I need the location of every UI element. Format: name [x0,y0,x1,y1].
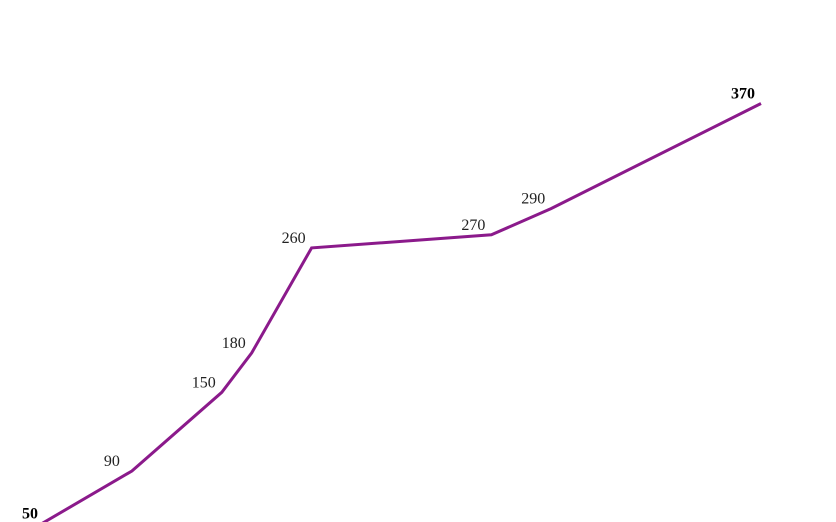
data-label-4: 260 [282,230,306,247]
data-label-0: 50 [22,506,38,522]
data-label-1: 90 [104,453,120,470]
series-line [41,102,762,522]
data-label-6: 290 [521,191,545,208]
data-label-2: 150 [192,374,216,391]
data-label-5: 270 [461,217,485,234]
data-labels: 50 90 150 180 260 270 290 370 [22,86,755,522]
data-label-7: 370 [731,86,755,103]
data-label-3: 180 [222,335,246,352]
